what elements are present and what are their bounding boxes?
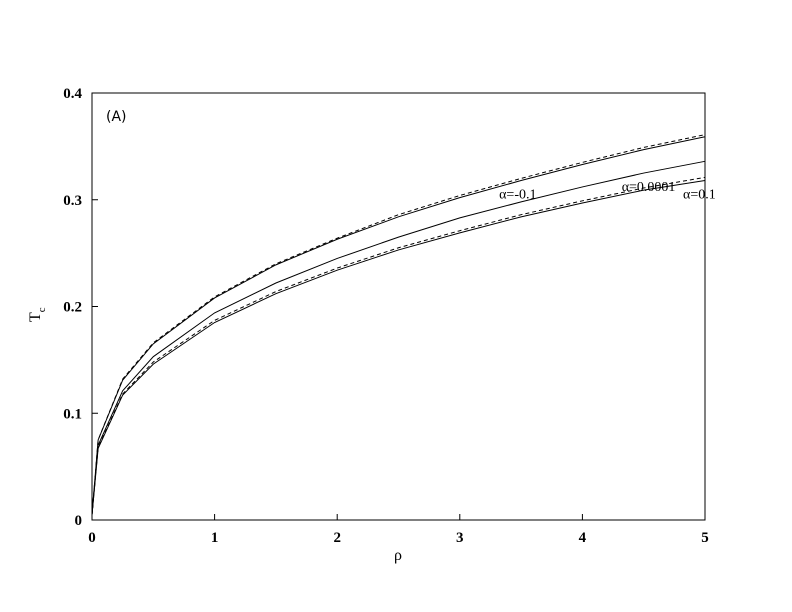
panel-label: (A) [106, 109, 127, 125]
y-label-main: T [27, 312, 44, 322]
y-tick-label: 0.2 [63, 300, 82, 316]
y-tick-label: 0.1 [63, 406, 82, 422]
curve-label: α=-0.1 [499, 188, 536, 203]
y-tick-label: 0 [75, 513, 83, 529]
x-tick-label: 0 [88, 530, 96, 546]
x-tick-label: 2 [333, 530, 341, 546]
x-tick-label: 5 [701, 530, 709, 546]
curve [91, 176, 706, 515]
x-tick-label: 1 [211, 530, 219, 546]
curve [91, 160, 706, 515]
x-tick-label: 3 [456, 530, 464, 546]
y-tick-label: 0.4 [63, 86, 82, 102]
curve-label: α=0.0001 [622, 180, 676, 195]
curve [91, 134, 706, 515]
curve-label: α=0.1 [683, 188, 716, 203]
x-tick-label: 4 [579, 530, 587, 546]
y-axis-label: Tc [27, 307, 48, 322]
curve [91, 136, 706, 515]
y-label-sub: c [36, 307, 48, 312]
x-axis-label: ρ [394, 547, 402, 564]
curve [91, 180, 706, 515]
y-tick-label: 0.3 [63, 193, 82, 209]
